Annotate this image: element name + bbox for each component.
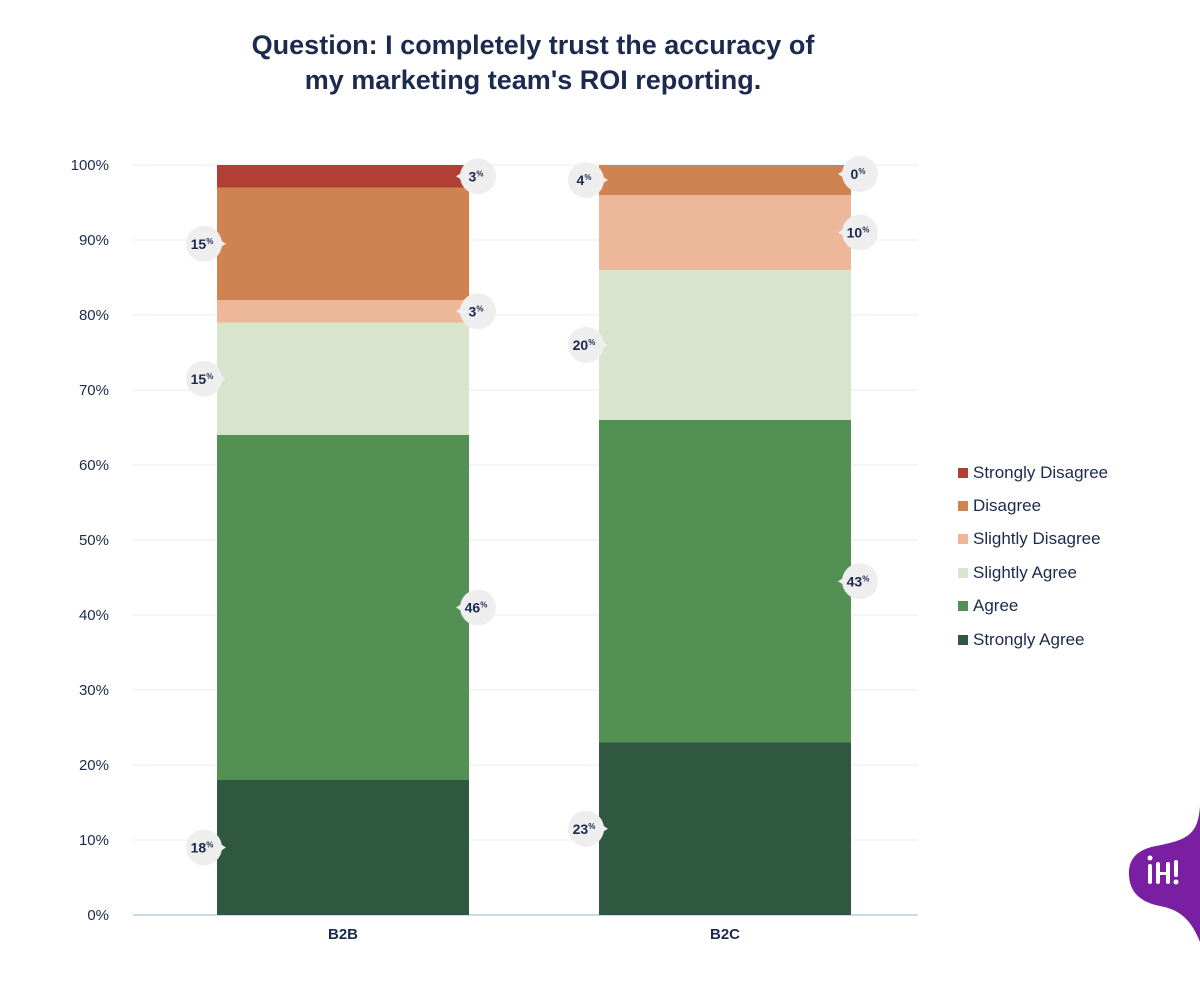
legend-item: Strongly Disagree bbox=[958, 456, 1108, 489]
data-label-badge bbox=[568, 327, 604, 363]
bar-segment-disagree bbox=[217, 187, 469, 300]
chart-title-line-1: Question: I completely trust the accurac… bbox=[251, 30, 815, 60]
bar-segment-slightly-agree bbox=[599, 270, 851, 420]
bar-segment-strongly-agree bbox=[217, 780, 469, 915]
data-label-badge bbox=[186, 360, 222, 397]
legend-swatch bbox=[958, 567, 968, 578]
y-tick-label: 0% bbox=[87, 907, 109, 924]
bar-segment-slightly-disagree bbox=[217, 300, 469, 323]
data-label-text: 43% bbox=[847, 573, 870, 589]
legend-item: Disagree bbox=[958, 489, 1108, 522]
data-label: 15% bbox=[186, 225, 226, 262]
legend-item: Agree bbox=[958, 590, 1108, 623]
data-label-text: 10% bbox=[847, 225, 870, 241]
data-label: 46% bbox=[456, 589, 496, 626]
data-label-badge bbox=[186, 829, 222, 866]
data-label-badge bbox=[460, 293, 496, 330]
data-label-badge bbox=[460, 158, 496, 195]
bar-segment-agree bbox=[599, 420, 851, 743]
data-label: 3% bbox=[456, 293, 496, 330]
bar-segment-strongly-agree bbox=[599, 742, 851, 915]
data-label: 20% bbox=[568, 327, 608, 363]
y-tick-label: 90% bbox=[79, 232, 109, 249]
legend-label: Strongly Disagree bbox=[973, 462, 1109, 482]
data-label: 18% bbox=[186, 829, 226, 866]
legend-label: Disagree bbox=[973, 496, 1042, 516]
data-label-text: 0% bbox=[851, 166, 866, 182]
y-tick-label: 30% bbox=[79, 682, 109, 699]
data-label-text: 23% bbox=[573, 821, 596, 837]
chart-title-line-2: my marketing team's ROI reporting. bbox=[304, 65, 762, 95]
legend-label: Strongly Agree bbox=[973, 629, 1085, 649]
y-tick-label: 100% bbox=[71, 157, 109, 174]
x-tick-label: B2B bbox=[328, 926, 358, 943]
data-label-badge bbox=[842, 214, 878, 251]
data-label: 10% bbox=[838, 214, 878, 251]
y-tick-label: 50% bbox=[79, 532, 109, 549]
data-label: 0% bbox=[838, 156, 878, 192]
y-tick-label: 80% bbox=[79, 307, 109, 324]
data-label-badge bbox=[568, 810, 604, 847]
y-tick-label: 70% bbox=[79, 382, 109, 399]
chart-title: Question: I completely trust the accurac… bbox=[0, 28, 1066, 98]
y-tick-label: 40% bbox=[79, 607, 109, 624]
legend-swatch bbox=[958, 467, 968, 478]
data-label: 15% bbox=[186, 360, 226, 397]
y-tick-label: 10% bbox=[79, 832, 109, 849]
data-label-badge bbox=[568, 162, 604, 198]
bar-segment-slightly-agree bbox=[217, 322, 469, 435]
data-label-badge bbox=[186, 225, 222, 262]
data-label-text: 15% bbox=[191, 371, 214, 387]
data-label-text: 46% bbox=[465, 600, 488, 616]
data-label-text: 3% bbox=[469, 168, 484, 184]
legend-swatch bbox=[958, 634, 968, 645]
legend-label: Slightly Disagree bbox=[973, 529, 1101, 549]
data-label: 4% bbox=[568, 162, 608, 198]
y-tick-label: 20% bbox=[79, 757, 109, 774]
legend-item: Slightly Agree bbox=[958, 556, 1108, 589]
legend-item: Slightly Disagree bbox=[958, 523, 1108, 556]
bar-segment-disagree bbox=[599, 165, 851, 195]
legend-item: Strongly Agree bbox=[958, 623, 1108, 656]
data-label: 3% bbox=[456, 158, 496, 195]
bar-segment-slightly-disagree bbox=[599, 195, 851, 270]
chart-legend: Strongly Disagree Disagree Slightly Disagr… bbox=[958, 456, 1108, 656]
data-label: 43% bbox=[838, 563, 878, 600]
data-label-badge bbox=[460, 589, 496, 626]
data-label: 23% bbox=[568, 810, 608, 847]
brand-logo-icon bbox=[1128, 806, 1200, 942]
data-label-badge bbox=[842, 563, 878, 600]
x-tick-label: B2C bbox=[710, 926, 740, 943]
data-label-badge bbox=[842, 156, 878, 192]
legend-swatch bbox=[958, 501, 968, 512]
data-label-text: 20% bbox=[573, 337, 596, 353]
bar-segment-strongly-disagree bbox=[217, 165, 469, 188]
data-label-text: 15% bbox=[191, 236, 214, 252]
data-label-text: 18% bbox=[191, 840, 214, 856]
bar-segment-agree bbox=[217, 435, 469, 780]
legend-swatch bbox=[958, 601, 968, 612]
data-label-text: 4% bbox=[577, 172, 592, 188]
data-label-text: 3% bbox=[469, 303, 484, 319]
legend-label: Slightly Agree bbox=[973, 562, 1077, 582]
legend-swatch bbox=[958, 534, 968, 545]
y-tick-label: 60% bbox=[79, 457, 109, 474]
legend-label: Agree bbox=[973, 596, 1019, 616]
